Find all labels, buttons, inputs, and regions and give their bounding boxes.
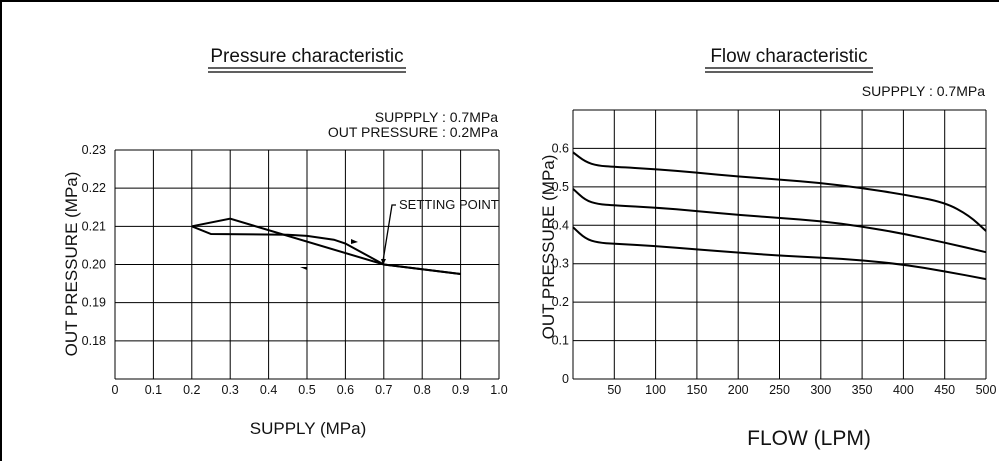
flow-x-tick: 400 — [893, 383, 914, 397]
pressure-x-tick: 0.1 — [145, 383, 162, 397]
flow-x-tick: 350 — [852, 383, 873, 397]
pressure-y-tick: 0.18 — [82, 334, 106, 348]
pressure-series-line-2 — [191, 225, 461, 275]
pressure-arrow-lower — [300, 267, 307, 270]
pressure-y-tick: 0.20 — [82, 258, 106, 272]
flow-y-tick: 0.4 — [552, 218, 569, 232]
flow-x-tick: 100 — [645, 383, 666, 397]
flow-y-tick: 0.1 — [552, 334, 569, 348]
flow-x-tick: 500 — [976, 383, 997, 397]
pressure-x-tick: 0.4 — [260, 383, 277, 397]
pressure-y-tick: 0.23 — [82, 143, 106, 157]
flow-y-tick: 0 — [562, 372, 569, 386]
flow-x-tick: 150 — [686, 383, 707, 397]
pressure-y-tick: 0.19 — [82, 296, 106, 310]
flow-x-tick: 50 — [607, 383, 621, 397]
pressure-arrow-upper — [351, 239, 358, 244]
flow-x-tick: 200 — [728, 383, 749, 397]
setting-point-leader — [382, 204, 396, 262]
pressure-x-tick: 0.9 — [452, 383, 469, 397]
pressure-note-out: OUT PRESSURE : 0.2MPa — [328, 124, 498, 140]
pressure-x-tick: 0.3 — [222, 383, 239, 397]
flow-y-axis-label: OUT PRESSURE (MPa) — [539, 155, 558, 340]
flow-x-tick: 450 — [934, 383, 955, 397]
pressure-x-tick: 0 — [112, 383, 119, 397]
pressure-x-tick: 1.0 — [490, 383, 507, 397]
flow-series — [572, 151, 987, 281]
pressure-x-tick: 0.7 — [375, 383, 392, 397]
flow-chart-title: Flow characteristic — [710, 46, 867, 67]
pressure-x-ticks: 0 0.1 0.2 0.3 0.4 0.5 0.6 0.7 0.8 0.9 1.… — [112, 383, 508, 397]
pressure-x-tick: 0.6 — [337, 383, 354, 397]
flow-y-tick: 0.3 — [552, 257, 569, 271]
flow-series-curve-3 — [572, 226, 987, 281]
flow-y-tick: 0.5 — [552, 180, 569, 194]
flow-y-tick: 0.2 — [552, 295, 569, 309]
pressure-x-axis-label: SUPPLY (MPa) — [250, 419, 367, 438]
pressure-y-axis-label: OUT PRESSURE (MPa) — [62, 172, 81, 357]
flow-y-ticks: 0.6 0.5 0.4 0.3 0.2 0.1 0 — [552, 141, 569, 386]
pressure-series — [191, 204, 461, 275]
flow-y-tick: 0.6 — [552, 141, 569, 155]
setting-point-arrowhead — [381, 259, 386, 265]
pressure-x-tick: 0.8 — [414, 383, 431, 397]
flow-x-ticks: 50 100 150 200 250 300 350 400 450 500 — [607, 383, 996, 397]
flow-x-axis-label: FLOW (LPM) — [747, 427, 871, 450]
pressure-x-tick: 0.2 — [183, 383, 200, 397]
pressure-chart-title: Pressure characteristic — [210, 46, 403, 67]
flow-chart: Flow characteristic SUPPPLY : 0.7MPa 0.6… — [539, 46, 996, 450]
pressure-note-supply: SUPPPLY : 0.7MPa — [375, 109, 498, 125]
flow-note-supply: SUPPPLY : 0.7MPa — [862, 83, 985, 99]
flow-x-tick: 300 — [810, 383, 831, 397]
setting-point-label: SETTING POINT — [399, 197, 499, 212]
pressure-chart: Pressure characteristic SUPPPLY : 0.7MPa… — [62, 46, 508, 438]
pressure-y-ticks: 0.23 0.22 0.21 0.20 0.19 0.18 — [82, 143, 106, 348]
flow-x-tick: 250 — [769, 383, 790, 397]
flow-series-curve-1 — [572, 151, 987, 232]
pressure-y-tick: 0.21 — [82, 219, 106, 233]
pressure-grid — [114, 149, 500, 380]
pressure-x-tick: 0.5 — [298, 383, 315, 397]
flow-series-curve-2 — [572, 188, 987, 254]
pressure-series-line-1 — [191, 217, 461, 275]
pressure-y-tick: 0.22 — [82, 181, 106, 195]
